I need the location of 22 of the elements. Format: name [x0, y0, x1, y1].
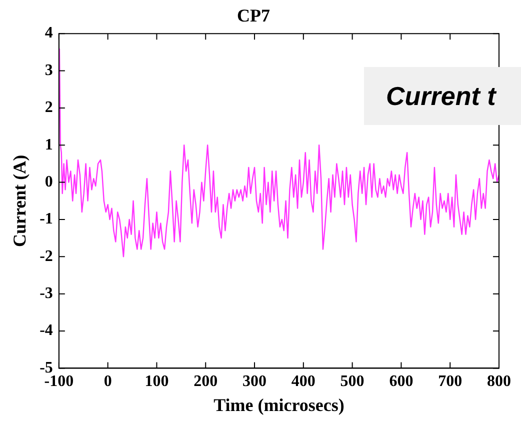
x-tick-label: 700 — [438, 372, 462, 390]
y-axis-title: Current (A) — [9, 154, 30, 247]
y-tick-label: 1 — [44, 136, 53, 154]
chart-title: CP7 — [237, 5, 270, 26]
x-tick-label: 500 — [340, 372, 364, 390]
y-tick-label: 2 — [44, 99, 53, 116]
y-tick-label: -4 — [40, 322, 53, 340]
y-tick-label: 4 — [44, 24, 53, 42]
x-tick-label: 100 — [144, 372, 169, 390]
x-tick-label: 300 — [242, 372, 267, 390]
x-tick-label: 0 — [104, 372, 112, 390]
y-tick-label: 0 — [44, 173, 53, 190]
x-tick-label: 400 — [291, 372, 316, 390]
y-tick-label: 3 — [44, 62, 53, 79]
annotation: Current t — [364, 67, 521, 125]
y-tick-label: -2 — [40, 248, 53, 265]
x-tick-label: 800 — [487, 372, 511, 390]
x-tick-label: 600 — [389, 372, 414, 390]
y-tick-label: -3 — [40, 284, 53, 302]
y-tick-label: -1 — [40, 210, 53, 228]
x-axis-title: Time (microsecs) — [214, 394, 344, 415]
x-tick-label: 200 — [194, 372, 218, 390]
